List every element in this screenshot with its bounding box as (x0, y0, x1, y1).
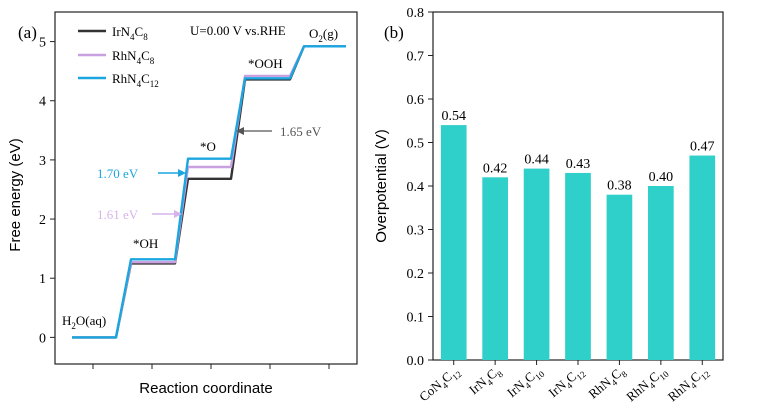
x-tick-label-rhn4c10: RhN4C10 (623, 362, 671, 406)
panel-b-y-axis-label: Overpotential (V) (373, 129, 390, 242)
annotation-arrowhead-1-61 (174, 210, 182, 218)
panel-a-annotations: 1.65 eV 1.70 eV 1.61 eV (97, 124, 322, 222)
y-tick-label-1: 1 (39, 272, 46, 287)
panel-a-x-axis-label: Reaction coordinate (139, 380, 272, 397)
bar-con4c12 (440, 125, 467, 360)
panel-a-free-energy-diagram: (a) 0 1 2 3 4 5 Free energy (eV) Reaction coo… (7, 11, 358, 397)
bar-value-label-irn4c8: 0.42 (483, 161, 508, 176)
series-path-rhn4c12 (72, 45, 346, 339)
legend-label-rhn4c12: RhN4C12 (112, 71, 159, 89)
annotation-arrowhead-1-65 (236, 127, 244, 135)
y-tick-label-0.3: 0.3 (407, 224, 425, 239)
bar-value-label-irn4c12: 0.43 (566, 157, 591, 172)
step-label-h2o: H2O(aq) (62, 313, 106, 331)
bar-irn4c10 (523, 168, 550, 360)
step-label-o2: O2(g) (309, 26, 338, 44)
panel-b-y-ticks: 0.0 0.1 0.2 0.3 0.4 0.5 0.6 0.7 0.8 (407, 6, 433, 369)
y-tick-label-0.7: 0.7 (407, 50, 425, 65)
panel-a-plot-frame (54, 11, 358, 365)
y-tick-label-0.0: 0.0 (407, 354, 425, 369)
panel-a-x-ticks (92, 364, 330, 369)
y-tick-label-2: 2 (39, 213, 46, 228)
panel-a-label: (a) (18, 23, 37, 42)
y-tick-label-0.1: 0.1 (407, 311, 425, 326)
panel-b-bars: 0.54 0.42 0.44 0.43 0.38 0.40 0.47 (440, 109, 716, 365)
panel-a-y-axis-label: Free energy (eV) (7, 138, 24, 251)
panel-a-series (72, 45, 346, 339)
y-tick-label-3: 3 (39, 154, 46, 169)
bar-rhn4c8 (606, 194, 633, 360)
panel-b-x-tick-labels: CoN4C12 IrN4C8IrN4C10IrN4C12RhN4C8RhN4C10… (416, 362, 712, 407)
legend-label-irn4c8: IrN4C8 (112, 24, 148, 42)
x-tick-label-rhn4c12: RhN4C12 (665, 363, 712, 407)
annotation-arrowhead-1-70 (178, 169, 186, 177)
panel-b-overpotential-bar-chart: (b) 0.0 0.1 0.2 0.3 0.4 0.5 0.6 0.7 0.8 Overpote… (373, 6, 724, 407)
x-tick-label-irn4c10: IrN4C10 (504, 362, 547, 402)
bar-value-label-irn4c10: 0.44 (524, 153, 549, 168)
y-tick-label-5: 5 (39, 36, 46, 51)
step-label-o: *O (200, 139, 216, 154)
y-tick-label-0.4: 0.4 (407, 180, 425, 195)
bar-irn4c12 (565, 172, 591, 360)
x-tick-label-rhn4c8: RhN4C8 (585, 362, 629, 403)
bar-rhn4c10 (648, 186, 674, 360)
y-tick-label-0: 0 (39, 331, 46, 346)
legend-label-rhn4c8: RhN4C8 (112, 48, 155, 66)
bar-irn4c8 (482, 177, 508, 360)
bar-value-label-con4c12: 0.54 (441, 109, 466, 124)
annotation-1-70-ev: 1.70 eV (97, 166, 139, 181)
y-tick-label-0.6: 0.6 (407, 93, 425, 108)
panel-b-label: (b) (384, 23, 404, 42)
y-tick-label-0.5: 0.5 (407, 137, 425, 152)
panel-a-y-ticks: 0 1 2 3 4 5 (39, 36, 55, 346)
y-tick-label-0.8: 0.8 (407, 6, 425, 21)
x-tick-label-irn4c8: IrN4C8 (466, 362, 505, 399)
bar-value-label-rhn4c12: 0.47 (690, 140, 715, 155)
step-label-oh: *OH (133, 236, 158, 251)
series-path-irn4c8 (72, 45, 346, 339)
series-path-rhn4c8 (72, 45, 346, 339)
panel-a-condition-title: U=0.00 V vs.RHE (190, 23, 286, 38)
annotation-1-61-ev: 1.61 eV (97, 207, 139, 222)
step-label-ooh: *OOH (248, 56, 283, 71)
bar-rhn4c12 (689, 155, 716, 360)
bar-value-label-rhn4c10: 0.40 (649, 170, 674, 185)
y-tick-label-0.2: 0.2 (407, 267, 425, 282)
annotation-1-65-ev: 1.65 eV (280, 124, 322, 139)
y-tick-label-4: 4 (39, 95, 46, 110)
x-tick-label-con4c12: CoN4C12 (416, 363, 463, 407)
bar-value-label-rhn4c8: 0.38 (607, 179, 632, 194)
x-tick-label-irn4c12: IrN4C12 (545, 363, 587, 403)
panel-a-legend: IrN4C8 RhN4C8 RhN4C12 (78, 24, 159, 89)
